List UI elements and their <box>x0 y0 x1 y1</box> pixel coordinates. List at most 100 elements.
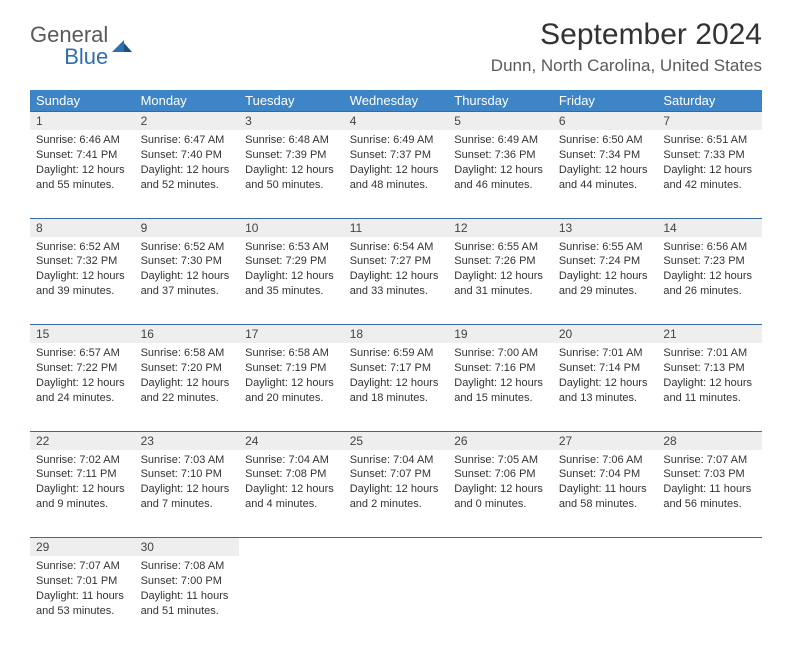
daylight-text: Daylight: 12 hours and 4 minutes. <box>245 482 338 512</box>
daylight-text: Daylight: 12 hours and 44 minutes. <box>559 163 652 193</box>
sunrise-text: Sunrise: 6:55 AM <box>454 240 547 255</box>
day-content-cell <box>657 556 762 644</box>
sunset-text: Sunset: 7:41 PM <box>36 148 129 163</box>
sunrise-text: Sunrise: 7:07 AM <box>663 453 756 468</box>
day-content-cell: Sunrise: 6:59 AMSunset: 7:17 PMDaylight:… <box>344 343 449 431</box>
daylight-text: Daylight: 12 hours and 9 minutes. <box>36 482 129 512</box>
day-content-cell: Sunrise: 6:53 AMSunset: 7:29 PMDaylight:… <box>239 237 344 325</box>
weekday-header-row: Sunday Monday Tuesday Wednesday Thursday… <box>30 90 762 112</box>
logo-mark-icon <box>112 36 132 56</box>
day-content-cell <box>553 556 658 644</box>
day-content-cell: Sunrise: 6:49 AMSunset: 7:36 PMDaylight:… <box>448 130 553 218</box>
sunrise-text: Sunrise: 7:04 AM <box>350 453 443 468</box>
sunset-text: Sunset: 7:16 PM <box>454 361 547 376</box>
daylight-text: Daylight: 12 hours and 33 minutes. <box>350 269 443 299</box>
day-number-cell: 5 <box>448 112 553 131</box>
daylight-text: Daylight: 12 hours and 15 minutes. <box>454 376 547 406</box>
sunrise-text: Sunrise: 7:04 AM <box>245 453 338 468</box>
sunset-text: Sunset: 7:27 PM <box>350 254 443 269</box>
sunrise-text: Sunrise: 6:58 AM <box>141 346 234 361</box>
daylight-text: Daylight: 12 hours and 52 minutes. <box>141 163 234 193</box>
sunrise-text: Sunrise: 6:49 AM <box>454 133 547 148</box>
page-title: September 2024 <box>491 18 762 52</box>
day-content-cell <box>344 556 449 644</box>
sunrise-text: Sunrise: 6:47 AM <box>141 133 234 148</box>
day-number-cell: 23 <box>135 431 240 450</box>
weekday-header: Saturday <box>657 90 762 112</box>
day-content-cell: Sunrise: 7:07 AMSunset: 7:01 PMDaylight:… <box>30 556 135 644</box>
daylight-text: Daylight: 11 hours and 58 minutes. <box>559 482 652 512</box>
sunrise-text: Sunrise: 6:50 AM <box>559 133 652 148</box>
sunset-text: Sunset: 7:03 PM <box>663 467 756 482</box>
day-number-row: 15161718192021 <box>30 325 762 344</box>
daylight-text: Daylight: 12 hours and 22 minutes. <box>141 376 234 406</box>
weekday-header: Tuesday <box>239 90 344 112</box>
day-content-cell: Sunrise: 7:05 AMSunset: 7:06 PMDaylight:… <box>448 450 553 538</box>
day-number-cell: 26 <box>448 431 553 450</box>
sunrise-text: Sunrise: 7:03 AM <box>141 453 234 468</box>
daylight-text: Daylight: 11 hours and 53 minutes. <box>36 589 129 619</box>
sunrise-text: Sunrise: 6:49 AM <box>350 133 443 148</box>
day-number-cell <box>657 538 762 557</box>
sunrise-text: Sunrise: 7:08 AM <box>141 559 234 574</box>
sunrise-text: Sunrise: 6:55 AM <box>559 240 652 255</box>
day-number-cell: 25 <box>344 431 449 450</box>
day-content-cell <box>239 556 344 644</box>
sunset-text: Sunset: 7:40 PM <box>141 148 234 163</box>
daylight-text: Daylight: 12 hours and 42 minutes. <box>663 163 756 193</box>
sunrise-text: Sunrise: 6:52 AM <box>141 240 234 255</box>
daylight-text: Daylight: 12 hours and 2 minutes. <box>350 482 443 512</box>
day-content-cell: Sunrise: 6:52 AMSunset: 7:32 PMDaylight:… <box>30 237 135 325</box>
sunset-text: Sunset: 7:32 PM <box>36 254 129 269</box>
day-number-cell: 19 <box>448 325 553 344</box>
day-content-cell: Sunrise: 6:55 AMSunset: 7:24 PMDaylight:… <box>553 237 658 325</box>
sunset-text: Sunset: 7:26 PM <box>454 254 547 269</box>
daylight-text: Daylight: 12 hours and 35 minutes. <box>245 269 338 299</box>
sunset-text: Sunset: 7:37 PM <box>350 148 443 163</box>
daylight-text: Daylight: 12 hours and 31 minutes. <box>454 269 547 299</box>
day-number-cell: 12 <box>448 218 553 237</box>
day-number-cell: 9 <box>135 218 240 237</box>
day-number-cell: 18 <box>344 325 449 344</box>
day-content-cell: Sunrise: 7:08 AMSunset: 7:00 PMDaylight:… <box>135 556 240 644</box>
sunrise-text: Sunrise: 6:46 AM <box>36 133 129 148</box>
day-number-cell: 17 <box>239 325 344 344</box>
day-content-cell: Sunrise: 7:01 AMSunset: 7:13 PMDaylight:… <box>657 343 762 431</box>
sunrise-text: Sunrise: 7:02 AM <box>36 453 129 468</box>
sunrise-text: Sunrise: 6:52 AM <box>36 240 129 255</box>
day-number-row: 22232425262728 <box>30 431 762 450</box>
day-number-cell: 2 <box>135 112 240 131</box>
day-content-cell: Sunrise: 6:58 AMSunset: 7:19 PMDaylight:… <box>239 343 344 431</box>
day-content-cell: Sunrise: 6:58 AMSunset: 7:20 PMDaylight:… <box>135 343 240 431</box>
weekday-header: Wednesday <box>344 90 449 112</box>
daylight-text: Daylight: 12 hours and 7 minutes. <box>141 482 234 512</box>
header: General Blue September 2024 Dunn, North … <box>30 18 762 76</box>
day-content-cell: Sunrise: 7:02 AMSunset: 7:11 PMDaylight:… <box>30 450 135 538</box>
sunrise-text: Sunrise: 6:51 AM <box>663 133 756 148</box>
day-number-cell <box>344 538 449 557</box>
day-number-cell: 1 <box>30 112 135 131</box>
sunset-text: Sunset: 7:14 PM <box>559 361 652 376</box>
sunset-text: Sunset: 7:01 PM <box>36 574 129 589</box>
daylight-text: Daylight: 12 hours and 48 minutes. <box>350 163 443 193</box>
sunset-text: Sunset: 7:04 PM <box>559 467 652 482</box>
daylight-text: Daylight: 12 hours and 26 minutes. <box>663 269 756 299</box>
day-content-cell: Sunrise: 6:51 AMSunset: 7:33 PMDaylight:… <box>657 130 762 218</box>
daylight-text: Daylight: 12 hours and 0 minutes. <box>454 482 547 512</box>
sunset-text: Sunset: 7:39 PM <box>245 148 338 163</box>
day-content-cell: Sunrise: 7:07 AMSunset: 7:03 PMDaylight:… <box>657 450 762 538</box>
day-content-cell: Sunrise: 7:03 AMSunset: 7:10 PMDaylight:… <box>135 450 240 538</box>
sunrise-text: Sunrise: 7:00 AM <box>454 346 547 361</box>
day-number-cell <box>239 538 344 557</box>
sunrise-text: Sunrise: 7:07 AM <box>36 559 129 574</box>
day-number-cell: 14 <box>657 218 762 237</box>
sunset-text: Sunset: 7:10 PM <box>141 467 234 482</box>
day-content-cell: Sunrise: 7:04 AMSunset: 7:08 PMDaylight:… <box>239 450 344 538</box>
day-content-cell <box>448 556 553 644</box>
day-number-cell: 11 <box>344 218 449 237</box>
day-content-cell: Sunrise: 6:49 AMSunset: 7:37 PMDaylight:… <box>344 130 449 218</box>
day-content-row: Sunrise: 7:02 AMSunset: 7:11 PMDaylight:… <box>30 450 762 538</box>
day-number-cell: 22 <box>30 431 135 450</box>
sunset-text: Sunset: 7:06 PM <box>454 467 547 482</box>
day-content-cell: Sunrise: 6:54 AMSunset: 7:27 PMDaylight:… <box>344 237 449 325</box>
